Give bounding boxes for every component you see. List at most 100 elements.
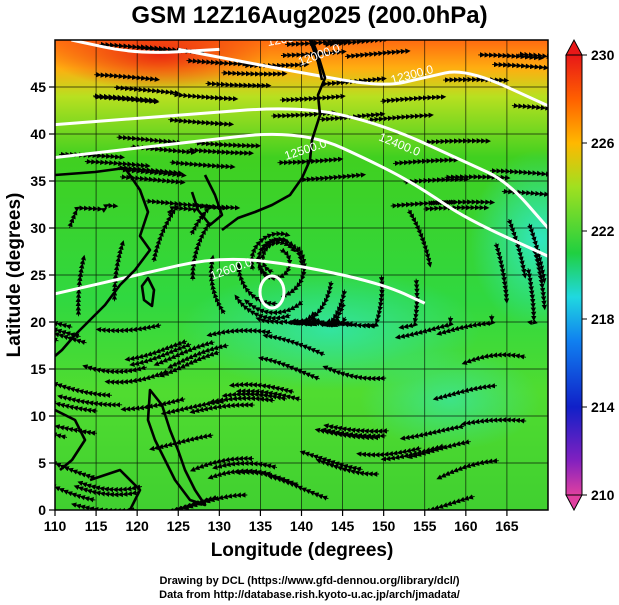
streamline <box>114 84 180 96</box>
credit-data: Data from http://database.rish.kyoto-u.a… <box>159 589 460 601</box>
streamline <box>322 365 387 382</box>
streamline <box>443 76 510 83</box>
streamline <box>169 159 236 170</box>
streamline <box>380 94 447 104</box>
y-tick-label: 0 <box>38 502 46 518</box>
streamline <box>323 423 389 434</box>
streamline <box>168 117 235 127</box>
streamline <box>221 70 288 77</box>
streamline <box>189 455 254 472</box>
contour-12300-0 <box>177 47 548 108</box>
x-tick-label: 135 <box>249 518 273 534</box>
x-tick-label: 155 <box>413 518 437 534</box>
map-grid <box>55 40 548 510</box>
streamline <box>257 355 320 381</box>
y-tick-label: 25 <box>30 267 46 283</box>
contour-12500-0 <box>55 132 548 258</box>
coastlines <box>55 40 327 510</box>
streamline <box>262 333 325 357</box>
streamline <box>285 40 351 48</box>
contour-12400-0 <box>55 107 548 229</box>
streamline <box>55 455 97 481</box>
streamline <box>70 502 137 510</box>
y-tick-label: 20 <box>30 314 46 330</box>
y-tick-label: 45 <box>30 79 46 95</box>
cool-anomaly-south <box>360 350 540 450</box>
coast-taiwan <box>140 276 156 308</box>
coast-korea <box>190 174 224 227</box>
coast-philippines <box>146 388 207 507</box>
y-tick-label: 15 <box>30 361 46 377</box>
streamline <box>195 140 262 149</box>
coast-sakhalin <box>308 40 324 81</box>
coast-borneo <box>89 468 142 510</box>
streamline <box>492 61 548 72</box>
x-tick-label: 150 <box>372 518 396 534</box>
coast-hainan-vietnam <box>55 408 87 471</box>
streamline <box>478 52 544 61</box>
y-axis: 0 5 10 15 20 25 30 35 40 45 <box>30 79 55 518</box>
streamline <box>55 319 81 339</box>
streamline <box>280 49 347 59</box>
streamline <box>493 242 510 304</box>
streamline <box>75 254 86 317</box>
streamline <box>189 203 241 236</box>
x-axis: 110 115 120 125 130 135 140 145 150 155 160 165 <box>44 510 519 534</box>
streamline <box>158 350 220 378</box>
contour-12000 <box>71 40 220 54</box>
streamline <box>205 80 272 89</box>
y-tick-label: 35 <box>30 173 46 189</box>
colorbar-tick-label: 210 <box>591 487 615 503</box>
streamline <box>221 391 288 402</box>
streamline <box>394 316 454 340</box>
streamline <box>172 91 239 102</box>
streamline <box>279 93 346 103</box>
streamline <box>244 299 304 316</box>
colorbar-ramp <box>565 54 583 496</box>
credit-drawing: Drawing by DCL (https://www.gfd-dennou.o… <box>159 575 460 587</box>
streamline <box>116 134 183 146</box>
streamline <box>411 494 475 510</box>
x-tick-label: 160 <box>454 518 478 534</box>
streamline <box>289 318 351 328</box>
streamline <box>55 396 98 414</box>
coast-japan <box>221 40 327 232</box>
colorbar-tick-label: 230 <box>591 47 615 63</box>
streamline <box>183 492 248 510</box>
streamline <box>186 57 253 67</box>
streamline <box>299 450 363 472</box>
streamline <box>149 432 214 452</box>
streamline <box>344 48 411 60</box>
colorbar-tick-label: 218 <box>591 311 615 327</box>
chart-title: GSM 12Z16Aug2025 (200.0hPa) <box>131 2 488 29</box>
colorbar-tick-label: 226 <box>591 135 615 151</box>
streamline <box>423 204 490 212</box>
streamline <box>380 443 445 462</box>
x-tick-label: 140 <box>290 518 314 534</box>
y-axis-label: Latitude (degrees) <box>4 193 25 358</box>
streamline <box>501 188 548 199</box>
x-tick-label: 130 <box>208 518 232 534</box>
streamline <box>55 281 73 330</box>
colorbar-top-arrow <box>565 38 583 56</box>
streamline <box>55 477 96 503</box>
streamline <box>425 138 491 145</box>
colorbar-bottom-arrow <box>565 494 583 512</box>
height-contours <box>55 40 548 305</box>
streamline <box>95 322 162 334</box>
streamline <box>243 61 310 69</box>
y-tick-label: 10 <box>30 408 46 424</box>
streamline <box>92 93 159 104</box>
y-tick-label: 5 <box>38 455 46 471</box>
streamline <box>151 204 179 263</box>
warm-anomaly-northwest <box>55 40 270 90</box>
streamline <box>511 103 548 114</box>
colorbar-tick-label: 222 <box>591 223 615 239</box>
streamline <box>489 168 548 178</box>
streamline <box>99 41 165 52</box>
streamline <box>228 381 295 395</box>
streamline <box>300 172 367 183</box>
y-tick-label: 40 <box>30 126 46 142</box>
x-tick-label: 115 <box>85 518 108 534</box>
